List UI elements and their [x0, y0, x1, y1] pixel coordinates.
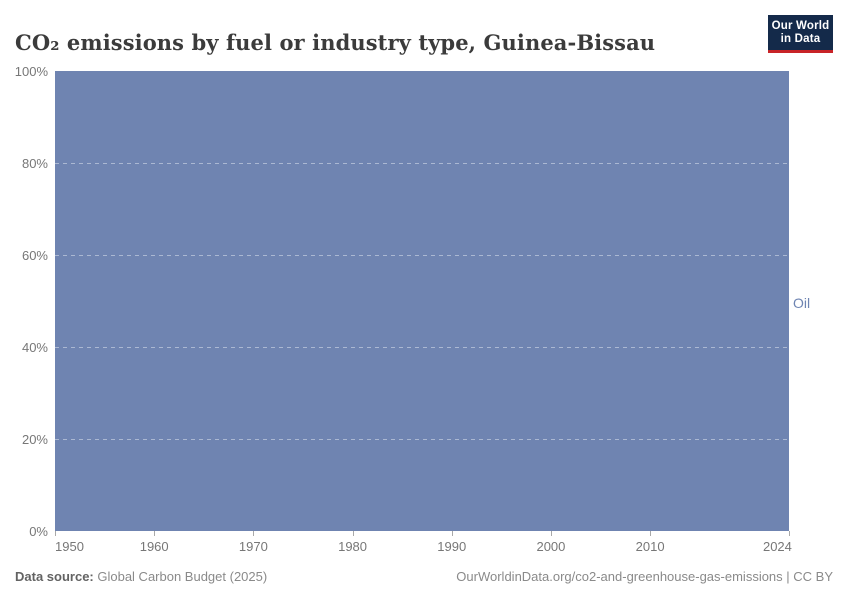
data-source: Data source: Global Carbon Budget (2025) [15, 569, 267, 584]
gridline [55, 255, 789, 256]
area-series-oil[interactable] [55, 71, 789, 531]
x-axis-label: 1980 [338, 539, 368, 554]
owid-logo-line1: Our World [771, 19, 830, 32]
data-source-value: Global Carbon Budget (2025) [93, 569, 268, 584]
y-axis-label: 100% [14, 64, 48, 79]
data-source-label: Data source: [15, 569, 94, 584]
x-axis-label: 2000 [536, 539, 566, 554]
x-axis-tick [451, 531, 453, 536]
x-axis-label: 2010 [635, 539, 665, 554]
x-axis-tick [650, 531, 652, 536]
x-axis-label: 2024 [762, 539, 792, 554]
gridline [55, 163, 789, 164]
x-axis-tick [154, 531, 156, 536]
x-axis-label: 1950 [55, 539, 84, 554]
x-axis-tick [550, 531, 552, 536]
series-label-oil: Oil [793, 295, 811, 311]
gridline [55, 439, 789, 440]
owid-logo-line2: in Data [780, 32, 821, 45]
y-axis-label: 80% [21, 156, 48, 171]
plot-area[interactable] [55, 71, 789, 531]
y-axis-label: 0% [29, 524, 48, 539]
y-axis-label: 40% [21, 340, 48, 355]
x-axis-tick [253, 531, 255, 536]
owid-logo[interactable]: Our World in Data [768, 15, 833, 53]
chart-footer: Data source: Global Carbon Budget (2025)… [15, 569, 833, 584]
y-axis-label: 60% [21, 248, 48, 263]
x-axis-tick [352, 531, 354, 536]
x-axis-label: 1970 [238, 539, 268, 554]
x-axis-tick [55, 531, 56, 536]
gridline [55, 347, 789, 348]
page-title: CO₂ emissions by fuel or industry type, … [15, 30, 656, 56]
y-axis-label: 20% [21, 432, 48, 447]
x-axis-label: 1990 [437, 539, 467, 554]
x-axis-tick [789, 531, 790, 536]
attribution-link[interactable]: OurWorldinData.org/co2-and-greenhouse-ga… [456, 569, 833, 584]
x-axis-label: 1960 [139, 539, 169, 554]
